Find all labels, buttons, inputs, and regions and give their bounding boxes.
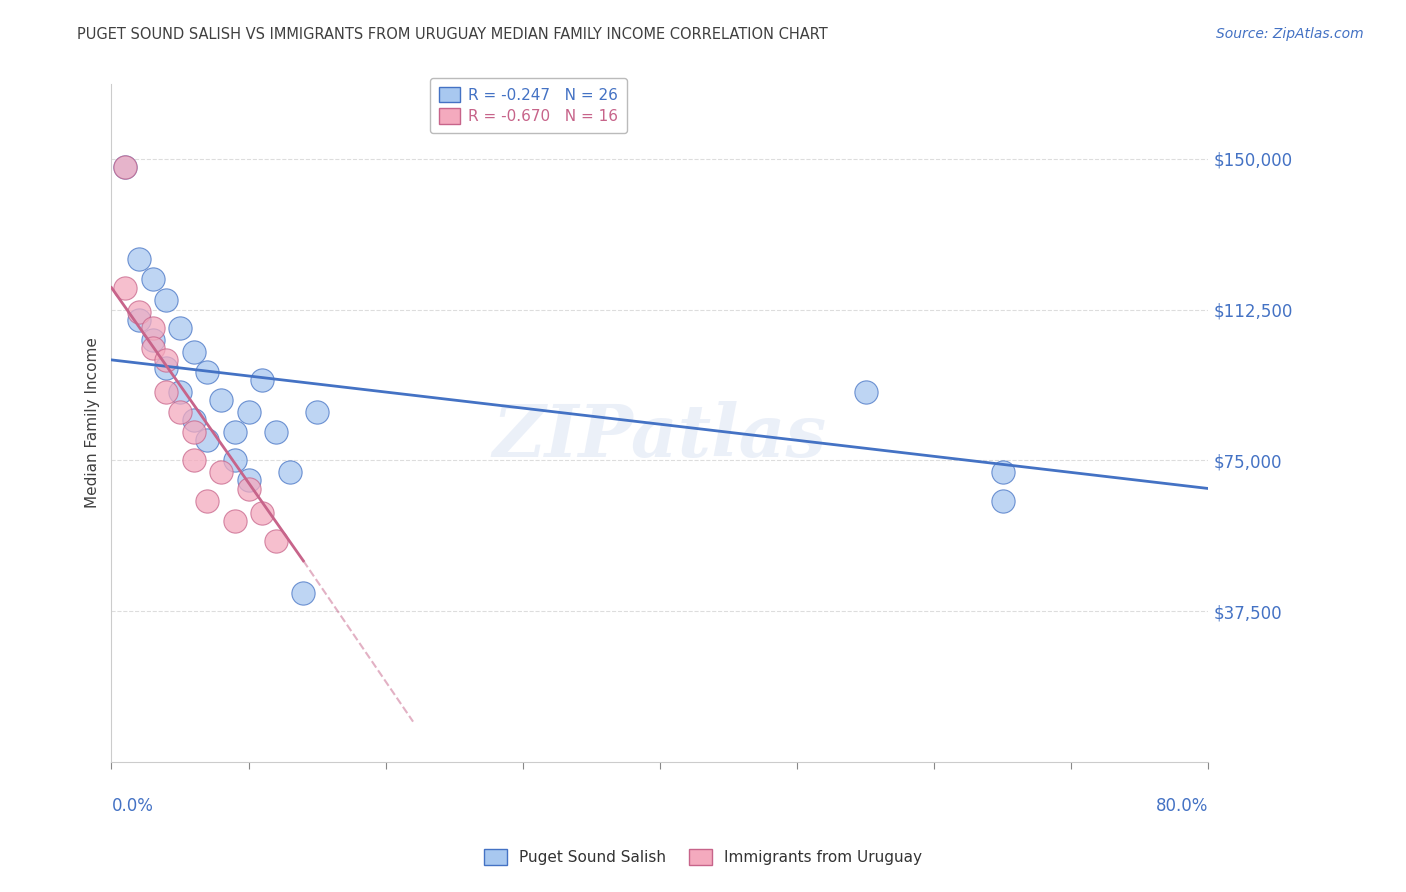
- Point: [183, 413, 205, 427]
- Point: [238, 474, 260, 488]
- Text: Source: ZipAtlas.com: Source: ZipAtlas.com: [1216, 27, 1364, 41]
- Point: [114, 280, 136, 294]
- Point: [183, 453, 205, 467]
- Point: [252, 506, 274, 520]
- Point: [114, 160, 136, 174]
- Point: [238, 405, 260, 419]
- Point: [141, 320, 163, 334]
- Legend: Puget Sound Salish, Immigrants from Uruguay: Puget Sound Salish, Immigrants from Urug…: [478, 843, 928, 871]
- Point: [197, 493, 219, 508]
- Point: [128, 312, 150, 326]
- Point: [264, 533, 287, 548]
- Point: [183, 425, 205, 440]
- Point: [141, 333, 163, 347]
- Point: [252, 373, 274, 387]
- Point: [224, 453, 246, 467]
- Point: [855, 385, 877, 400]
- Point: [209, 466, 232, 480]
- Point: [141, 272, 163, 286]
- Point: [128, 252, 150, 267]
- Point: [183, 344, 205, 359]
- Point: [991, 493, 1014, 508]
- Text: ZIPatlas: ZIPatlas: [494, 401, 827, 472]
- Point: [224, 425, 246, 440]
- Point: [155, 360, 177, 375]
- Legend: R = -0.247   N = 26, R = -0.670   N = 16: R = -0.247 N = 26, R = -0.670 N = 16: [430, 78, 627, 133]
- Point: [991, 466, 1014, 480]
- Point: [209, 393, 232, 408]
- Point: [114, 160, 136, 174]
- Point: [155, 352, 177, 367]
- Y-axis label: Median Family Income: Median Family Income: [86, 337, 100, 508]
- Point: [197, 434, 219, 448]
- Point: [169, 405, 191, 419]
- Point: [169, 385, 191, 400]
- Point: [155, 385, 177, 400]
- Point: [238, 482, 260, 496]
- Text: 80.0%: 80.0%: [1156, 797, 1208, 814]
- Point: [224, 514, 246, 528]
- Point: [197, 365, 219, 379]
- Point: [292, 586, 315, 600]
- Point: [278, 466, 301, 480]
- Text: 0.0%: 0.0%: [111, 797, 153, 814]
- Point: [128, 304, 150, 318]
- Point: [169, 320, 191, 334]
- Point: [141, 341, 163, 355]
- Point: [264, 425, 287, 440]
- Point: [307, 405, 329, 419]
- Text: PUGET SOUND SALISH VS IMMIGRANTS FROM URUGUAY MEDIAN FAMILY INCOME CORRELATION C: PUGET SOUND SALISH VS IMMIGRANTS FROM UR…: [77, 27, 828, 42]
- Point: [155, 293, 177, 307]
